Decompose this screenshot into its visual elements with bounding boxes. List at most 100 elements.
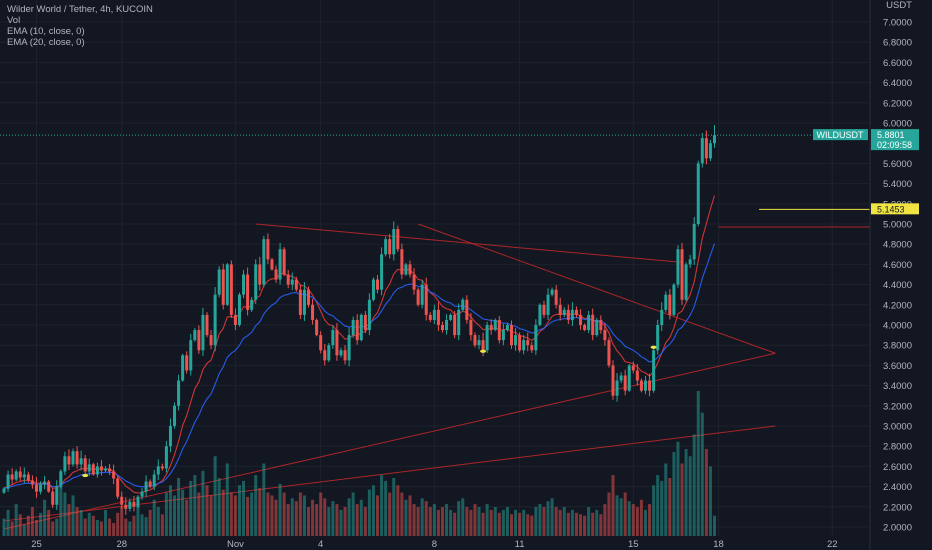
legend-vol[interactable]: Vol	[7, 15, 21, 26]
candle-body	[201, 314, 205, 351]
volume-bar	[79, 509, 83, 536]
candle-body	[388, 239, 392, 255]
candle-body	[595, 319, 599, 336]
candle-body	[558, 304, 562, 315]
price-tick: 5.6000	[883, 159, 912, 170]
price-tick: 5.0000	[883, 220, 912, 231]
candle-body	[26, 474, 30, 481]
volume-bar	[71, 495, 75, 536]
candle-body	[39, 484, 43, 492]
last-price-text: 5.8801	[877, 130, 905, 140]
candle-body	[185, 355, 189, 371]
candle-body	[209, 335, 213, 346]
candle-body	[286, 274, 290, 285]
volume-bar	[160, 514, 164, 536]
volume-bar	[136, 504, 140, 536]
candle-body	[376, 279, 380, 290]
price-tick: 3.4000	[883, 381, 912, 392]
candle-body	[116, 478, 120, 497]
candle-body	[363, 314, 367, 331]
volume-bar	[87, 512, 91, 536]
candle-body	[59, 471, 63, 487]
candle-body	[55, 486, 59, 505]
volume-bar	[128, 521, 132, 536]
volume-bar	[156, 507, 160, 536]
price-tick: 2.4000	[883, 482, 912, 493]
volume-bar	[660, 480, 664, 536]
volume-bar	[201, 470, 205, 536]
candle-body	[335, 330, 339, 356]
volume-bar	[489, 509, 493, 536]
candle-body	[278, 249, 282, 280]
volume-bar	[505, 507, 509, 536]
volume-bar	[546, 501, 550, 536]
grid-lines	[0, 0, 870, 536]
volume-bar	[530, 515, 534, 536]
legend-ema20[interactable]: EMA (20, close, 0)	[7, 37, 85, 48]
symbol-tag	[813, 129, 868, 141]
volume-bar	[10, 521, 14, 536]
candle-body	[449, 314, 453, 320]
candle-body	[672, 284, 676, 315]
legend-ema10[interactable]: EMA (10, close, 0)	[7, 26, 85, 37]
volume-bar	[493, 507, 497, 536]
volume-bar	[428, 507, 432, 536]
volume-bar	[481, 512, 485, 536]
volume-bar	[307, 507, 310, 536]
volume-bar	[623, 492, 627, 536]
volume-bar	[262, 463, 266, 536]
time-tick: 18	[713, 539, 724, 550]
candle-body	[225, 264, 229, 305]
candle-body	[510, 325, 513, 346]
candle-body	[501, 330, 505, 341]
volume-bar	[242, 480, 246, 536]
volume-bar	[359, 499, 363, 536]
volume-bar	[611, 475, 615, 536]
volume-bar	[229, 492, 233, 536]
candle-body	[43, 481, 47, 485]
volume-bar	[518, 512, 522, 536]
candle-body	[120, 496, 124, 505]
candle-body	[75, 451, 79, 465]
symbol-title: Wilder World / Tether, 4h, KUCOIN	[7, 4, 153, 15]
volume-bar	[335, 504, 339, 536]
volume-bar	[225, 463, 229, 536]
volume-bar	[189, 480, 193, 536]
volume-bar	[221, 489, 225, 536]
volume-bar	[388, 492, 392, 536]
signal-marker	[82, 473, 89, 478]
candle-body	[290, 279, 294, 285]
volume-bar	[635, 507, 639, 536]
trendline	[255, 223, 683, 263]
candle-body	[599, 319, 603, 331]
candle-body	[132, 501, 136, 507]
volume-bar	[30, 507, 34, 536]
volume-bar	[672, 451, 676, 536]
volume-bar	[152, 499, 156, 536]
volume-bar	[562, 507, 566, 536]
candle-body	[217, 269, 221, 295]
time-tick: 11	[515, 539, 525, 550]
candle-body	[367, 299, 371, 331]
volume-bar	[14, 504, 18, 536]
volume-bar	[302, 495, 306, 536]
price-tick: 6.0000	[883, 119, 912, 130]
candle-body	[384, 239, 388, 255]
candle-body	[315, 319, 319, 336]
candle-body	[205, 314, 209, 336]
candle-body	[79, 458, 83, 465]
candle-body	[574, 309, 578, 315]
candle-body	[554, 289, 558, 305]
candle-body	[627, 365, 631, 391]
candle-body	[579, 314, 583, 325]
price-tick: 6.6000	[883, 58, 912, 69]
volume-bar	[384, 480, 388, 536]
candle-body	[587, 314, 591, 331]
volume-bar	[708, 466, 712, 536]
volume-bar	[75, 507, 79, 536]
candle-body	[692, 224, 696, 260]
volume-bar	[323, 498, 327, 536]
volume-bar	[416, 507, 420, 536]
volume-bar	[566, 512, 570, 536]
